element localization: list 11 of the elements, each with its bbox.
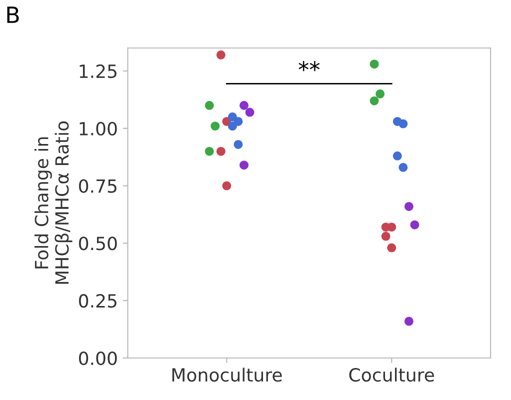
annotation: **: [298, 60, 320, 72]
y-tick-label: 0.50: [79, 236, 117, 250]
y-axis-title: Fold Change in MHCβ/MHCα Ratio: [34, 121, 72, 284]
y-tick-label: 0.75: [79, 179, 116, 193]
x-tick-label: Coculture: [349, 368, 434, 382]
y-tick-label: 1.00: [80, 122, 117, 136]
chart-title: B: [7, 6, 19, 23]
y-tick-label: 0.25: [79, 294, 116, 308]
y-tick-label: 0.00: [79, 351, 117, 366]
y-tick-label: 1.25: [80, 64, 116, 78]
x-tick-label: Monoculture: [172, 368, 282, 382]
